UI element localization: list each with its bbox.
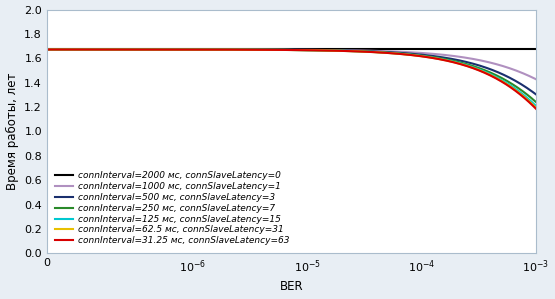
connInterval=500 мс, connSlaveLatency=3	[43, 48, 50, 51]
connInterval=31.25 мс, connSlaveLatency=63	[43, 48, 50, 51]
connInterval=31.25 мс, connSlaveLatency=63	[511, 88, 517, 92]
connInterval=500 мс, connSlaveLatency=3	[73, 48, 80, 51]
connInterval=125 мс, connSlaveLatency=15	[43, 48, 50, 51]
connInterval=62.5 мс, connSlaveLatency=31	[487, 73, 493, 77]
connInterval=1000 мс, connSlaveLatency=1	[43, 48, 50, 51]
connInterval=125 мс, connSlaveLatency=15	[48, 48, 54, 51]
connInterval=250 мс, connSlaveLatency=7	[393, 51, 400, 55]
connInterval=31.25 мс, connSlaveLatency=63	[73, 48, 80, 51]
connInterval=500 мс, connSlaveLatency=3	[44, 48, 51, 51]
connInterval=250 мс, connSlaveLatency=7	[533, 100, 539, 104]
connInterval=31.25 мс, connSlaveLatency=63	[48, 48, 54, 51]
connInterval=1000 мс, connSlaveLatency=1	[533, 77, 539, 81]
connInterval=250 мс, connSlaveLatency=7	[43, 48, 50, 51]
Line: connInterval=31.25 мс, connSlaveLatency=63: connInterval=31.25 мс, connSlaveLatency=…	[47, 50, 536, 109]
connInterval=2000 мс, connSlaveLatency=0	[73, 48, 80, 51]
connInterval=1000 мс, connSlaveLatency=1	[73, 48, 80, 51]
connInterval=125 мс, connSlaveLatency=15	[393, 52, 400, 55]
Legend: connInterval=2000 мс, connSlaveLatency=0, connInterval=1000 мс, connSlaveLatency: connInterval=2000 мс, connSlaveLatency=0…	[51, 168, 292, 249]
connInterval=125 мс, connSlaveLatency=15	[44, 48, 51, 51]
connInterval=250 мс, connSlaveLatency=7	[48, 48, 54, 51]
connInterval=62.5 мс, connSlaveLatency=31	[73, 48, 80, 51]
Line: connInterval=500 мс, connSlaveLatency=3: connInterval=500 мс, connSlaveLatency=3	[47, 50, 536, 94]
Line: connInterval=250 мс, connSlaveLatency=7: connInterval=250 мс, connSlaveLatency=7	[47, 50, 536, 102]
connInterval=62.5 мс, connSlaveLatency=31	[393, 52, 400, 55]
connInterval=125 мс, connSlaveLatency=15	[533, 104, 539, 108]
connInterval=250 мс, connSlaveLatency=7	[511, 83, 517, 87]
connInterval=62.5 мс, connSlaveLatency=31	[43, 48, 50, 51]
connInterval=31.25 мс, connSlaveLatency=63	[533, 107, 539, 111]
connInterval=250 мс, connSlaveLatency=7	[73, 48, 80, 51]
connInterval=1000 мс, connSlaveLatency=1	[44, 48, 51, 51]
connInterval=62.5 мс, connSlaveLatency=31	[48, 48, 54, 51]
connInterval=62.5 мс, connSlaveLatency=31	[44, 48, 51, 51]
connInterval=2000 мс, connSlaveLatency=0	[393, 48, 400, 51]
connInterval=250 мс, connSlaveLatency=7	[487, 71, 493, 74]
connInterval=1000 мс, connSlaveLatency=1	[48, 48, 54, 51]
connInterval=500 мс, connSlaveLatency=3	[487, 67, 493, 71]
X-axis label: BER: BER	[280, 280, 303, 293]
connInterval=62.5 мс, connSlaveLatency=31	[511, 87, 517, 91]
connInterval=31.25 мс, connSlaveLatency=63	[487, 74, 493, 77]
connInterval=125 мс, connSlaveLatency=15	[487, 72, 493, 76]
connInterval=2000 мс, connSlaveLatency=0	[511, 48, 517, 51]
connInterval=500 мс, connSlaveLatency=3	[393, 51, 400, 54]
connInterval=1000 мс, connSlaveLatency=1	[393, 50, 400, 54]
connInterval=2000 мс, connSlaveLatency=0	[533, 48, 539, 51]
connInterval=1000 мс, connSlaveLatency=1	[511, 68, 517, 72]
connInterval=1000 мс, connSlaveLatency=1	[487, 61, 493, 64]
connInterval=500 мс, connSlaveLatency=3	[533, 93, 539, 96]
Line: connInterval=125 мс, connSlaveLatency=15: connInterval=125 мс, connSlaveLatency=15	[47, 50, 536, 106]
connInterval=125 мс, connSlaveLatency=15	[73, 48, 80, 51]
connInterval=2000 мс, connSlaveLatency=0	[48, 48, 54, 51]
connInterval=500 мс, connSlaveLatency=3	[48, 48, 54, 51]
connInterval=31.25 мс, connSlaveLatency=63	[44, 48, 51, 51]
connInterval=125 мс, connSlaveLatency=15	[511, 86, 517, 90]
connInterval=31.25 мс, connSlaveLatency=63	[393, 52, 400, 55]
Y-axis label: Время работы, лет: Время работы, лет	[6, 73, 19, 190]
connInterval=250 мс, connSlaveLatency=7	[44, 48, 51, 51]
connInterval=500 мс, connSlaveLatency=3	[511, 78, 517, 82]
Line: connInterval=1000 мс, connSlaveLatency=1: connInterval=1000 мс, connSlaveLatency=1	[47, 50, 536, 79]
Line: connInterval=62.5 мс, connSlaveLatency=31: connInterval=62.5 мс, connSlaveLatency=3…	[47, 50, 536, 108]
connInterval=2000 мс, connSlaveLatency=0	[487, 48, 493, 51]
connInterval=2000 мс, connSlaveLatency=0	[44, 48, 51, 51]
connInterval=2000 мс, connSlaveLatency=0	[43, 48, 50, 51]
connInterval=62.5 мс, connSlaveLatency=31	[533, 106, 539, 109]
